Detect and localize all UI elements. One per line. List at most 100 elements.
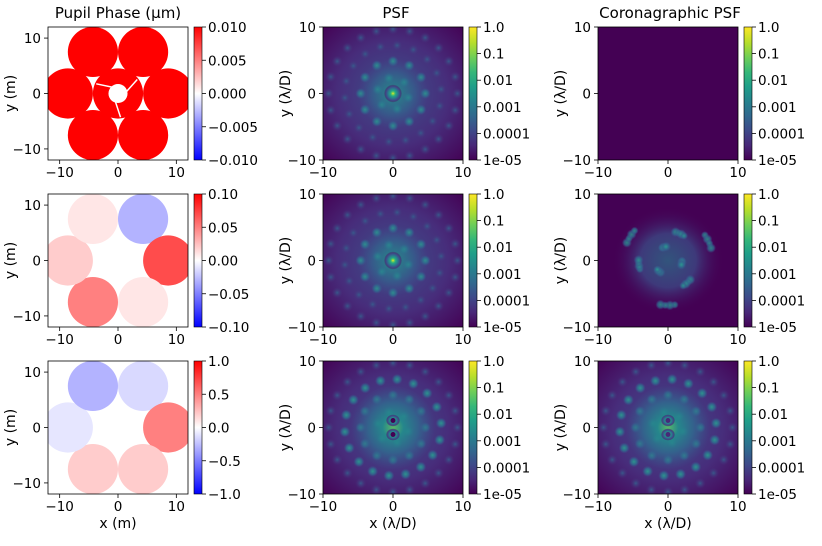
heatmap-image (598, 27, 738, 160)
colorbar-tick-label: −0.05 (208, 287, 249, 303)
colorbar-tick-label: 0.01 (483, 407, 513, 423)
y-tick-label: 0 (32, 254, 41, 270)
colorbar-tick-label: 0.01 (483, 73, 513, 89)
colorbar-tick-label: 0.01 (483, 240, 513, 256)
column-title-psf: PSF (382, 4, 409, 22)
y-tick-label: 0 (582, 87, 591, 103)
heatmap-image (598, 361, 738, 494)
colorbar-tick-label: 0.000 (208, 87, 247, 103)
y-tick-label: −10 (563, 320, 592, 336)
x-tick-label: 10 (454, 165, 471, 181)
mirror-segment (118, 361, 169, 412)
spider-vane (110, 89, 122, 118)
colorbar-tick-label: 0.010 (208, 20, 247, 36)
y-tick-label: 10 (24, 198, 41, 214)
colorbar-gradient (468, 193, 478, 328)
x-tick-label: 10 (168, 165, 185, 181)
y-tick-label: 0 (307, 421, 316, 437)
y-axis-label: y (λ/D) (553, 237, 569, 284)
x-tick-label: −10 (45, 165, 74, 181)
y-tick-label: −10 (13, 309, 42, 325)
colorbar-tick-label: −0.005 (208, 120, 258, 136)
colorbar: 1.0 0.1 0.01 0.001 0.0001 1e-05 (743, 354, 805, 503)
mirror-segment (67, 27, 118, 78)
colorbar-tick-label: 0.0001 (758, 460, 805, 476)
x-tick-label: −10 (45, 499, 74, 515)
colorbar-tick-label: 1e-05 (758, 320, 797, 336)
colorbar-gradient (743, 360, 753, 495)
y-tick-label: 0 (307, 87, 316, 103)
colorbar-tick-label: 0.00 (208, 254, 238, 270)
colorbar-gradient (743, 26, 753, 161)
colorbar-tick-label: 0.001 (483, 100, 522, 116)
colorbar-tick-label: 0.05 (208, 220, 238, 236)
colorbar-tick-label: 0.0001 (483, 460, 530, 476)
x-tick-label: 10 (729, 499, 746, 515)
x-tick-label: 0 (664, 332, 673, 348)
colorbar-tick-label: 0.001 (483, 434, 522, 450)
colorbar-tick-label: 1.0 (483, 354, 504, 370)
colorbar-tick-label: 0.0001 (758, 293, 805, 309)
mirror-segment (118, 109, 169, 160)
colorbar-tick-label: 1.0 (758, 20, 779, 36)
colorbar: 1.0 0.1 0.01 0.001 0.0001 1e-05 (468, 187, 530, 336)
colorbar-tick-label: 0.1 (483, 47, 504, 63)
x-tick-label: −10 (309, 165, 338, 181)
y-tick-label: −10 (13, 476, 42, 492)
x-tick-label: 0 (389, 499, 398, 515)
heatmap-image (48, 194, 188, 327)
y-tick-label: −10 (288, 320, 317, 336)
x-tick-label: 10 (168, 499, 185, 515)
colorbar: 1.0 0.1 0.01 0.001 0.0001 1e-05 (743, 20, 805, 169)
x-tick-label: 0 (114, 165, 123, 181)
colorbar-tick-label: 0.5 (208, 387, 229, 403)
coro-psf-row3: −10 0 10 10 0 −10 y (λ/D) x (λ/D) 1.0 0.1 0.01 0.00… (553, 354, 805, 532)
y-tick-label: 10 (299, 354, 316, 370)
colorbar-gradient (193, 26, 203, 161)
coro-psf-row1: −10 0 10 10 0 −10 y (λ/D) 1.0 0.1 0.01 0.001 0.0001… (553, 20, 805, 181)
colorbar-tick-label: 1.0 (483, 20, 504, 36)
colorbar-tick-label: 0.01 (758, 240, 788, 256)
x-tick-label: 10 (454, 499, 471, 515)
colorbar-tick-label: −0.5 (208, 454, 241, 470)
x-tick-label: −10 (45, 332, 74, 348)
mirror-segment (67, 194, 118, 245)
mirror-segment (48, 402, 93, 453)
column-title-coronagraphic-psf: Coronagraphic PSF (599, 4, 741, 22)
colorbar-tick-label: 0.1 (758, 47, 779, 63)
colorbar: 0.10 0.05 0.00 −0.05 −0.10 (193, 187, 249, 336)
mirror-segment (143, 235, 188, 286)
colorbar-gradient (468, 26, 478, 161)
colorbar-tick-label: 1e-05 (483, 320, 522, 336)
colorbar-tick-label: 0.0001 (758, 126, 805, 142)
y-tick-label: −10 (288, 487, 317, 503)
colorbar-gradient (193, 360, 203, 495)
pupil-phase-row3: −10 0 10 10 0 −10 y (m) x (m) 1.0 0.5 0.0 −0.5 −1.0 (3, 354, 241, 532)
x-tick-label: 10 (454, 332, 471, 348)
y-tick-label: 0 (32, 421, 41, 437)
y-tick-label: 10 (299, 20, 316, 36)
y-axis-label: y (m) (3, 409, 19, 446)
x-axis-label: x (λ/D) (369, 516, 416, 532)
y-tick-label: −10 (288, 153, 317, 169)
mirror-segment (143, 68, 188, 119)
y-axis-label: y (λ/D) (553, 404, 569, 451)
pupil-phase-row1: −10 0 10 10 0 −10 y (m) 0.010 0.005 0.000 −0.005 −0… (3, 20, 258, 181)
x-tick-label: 0 (664, 499, 673, 515)
column-title-pupil-phase: Pupil Phase (μm) (55, 4, 181, 22)
mirror-segment (48, 68, 93, 119)
y-tick-label: 10 (574, 354, 591, 370)
colorbar-tick-label: 1.0 (758, 187, 779, 203)
colorbar: 0.010 0.005 0.000 −0.005 −0.010 (193, 20, 258, 169)
colorbar-tick-label: 0.1 (758, 214, 779, 230)
colorbar-tick-label: −1.0 (208, 487, 241, 503)
colorbar-tick-label: 0.005 (208, 53, 247, 69)
colorbar-tick-label: 0.001 (483, 267, 522, 283)
mirror-segment (118, 194, 169, 245)
y-tick-label: 0 (32, 87, 41, 103)
y-axis-label: y (λ/D) (278, 237, 294, 284)
mirror-segment (118, 276, 169, 327)
mirror-segment (67, 443, 118, 494)
mirror-segment (67, 276, 118, 327)
mirror-segment (92, 402, 144, 453)
